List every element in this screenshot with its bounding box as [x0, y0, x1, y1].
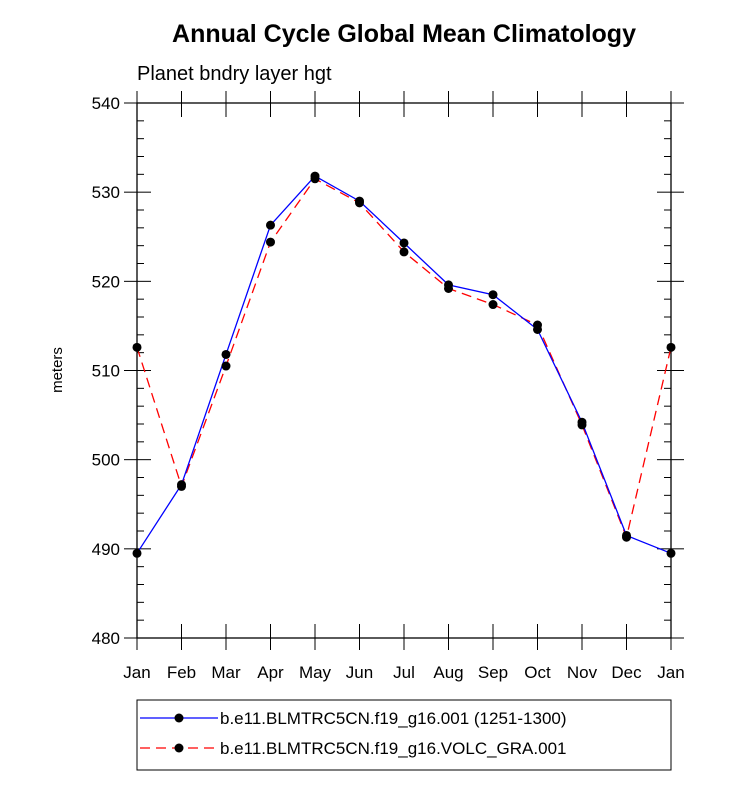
x-tick-label: Aug [433, 663, 463, 682]
data-point [221, 361, 231, 371]
x-tick-label: Jan [123, 663, 150, 682]
data-point [666, 342, 676, 352]
series-line [136, 177, 672, 540]
data-point [221, 349, 231, 359]
plot-frame [136, 102, 672, 639]
data-point [310, 171, 320, 181]
chart-title: Annual Cycle Global Mean Climatology [172, 20, 636, 48]
data-point [488, 290, 498, 300]
data-point [132, 342, 142, 352]
legend-marker [174, 743, 184, 753]
data-point [399, 238, 409, 248]
x-tick-label: Jan [657, 663, 684, 682]
y-tick-label: 510 [92, 362, 120, 381]
y-tick-label: 480 [92, 629, 120, 648]
legend-box [136, 699, 672, 771]
series-layer [132, 171, 676, 558]
data-point [132, 548, 142, 558]
y-tick-label: 500 [92, 451, 120, 470]
data-point [266, 220, 275, 230]
x-tick-label: Jun [346, 663, 373, 682]
x-tick-label: Nov [567, 663, 598, 682]
x-tick-label: Feb [167, 663, 196, 682]
legend-label: b.e11.BLMTRC5CN.f19_g16.VOLC_GRA.001 [220, 739, 566, 758]
data-point [355, 196, 364, 206]
legend: b.e11.BLMTRC5CN.f19_g16.001 (1251-1300) b… [136, 699, 672, 771]
y-axis-label: meters [49, 347, 66, 393]
plot-area [136, 102, 672, 639]
data-point [577, 417, 587, 427]
data-point [177, 480, 186, 490]
data-point [399, 247, 409, 257]
y-tick-label: 530 [92, 183, 120, 202]
x-tick-label: Apr [257, 663, 284, 682]
x-tick-label: Oct [524, 663, 551, 682]
x-tick-label: Jul [393, 663, 415, 682]
x-tick-label: Mar [211, 663, 241, 682]
y-tick-label: 490 [92, 540, 120, 559]
legend-label: b.e11.BLMTRC5CN.f19_g16.001 (1251-1300) [220, 709, 567, 728]
x-tick-label: Sep [478, 663, 508, 682]
data-point [533, 324, 542, 334]
y-tick-label: 540 [92, 94, 120, 113]
series-line [136, 175, 672, 554]
data-point [444, 280, 453, 290]
x-tick-label: May [299, 663, 332, 682]
y-tick-label: 520 [92, 272, 120, 291]
axis-ticks: 480 490 500 510 520 530 540 Jan Feb Mar Apr May Jun J… [92, 91, 685, 682]
legend-marker [174, 713, 184, 723]
data-point [622, 530, 631, 540]
data-point [666, 548, 676, 558]
x-tick-label: Dec [611, 663, 642, 682]
chart-subtitle: Planet bndry layer hgt [137, 63, 332, 85]
data-point [488, 300, 498, 310]
data-point [266, 237, 275, 247]
